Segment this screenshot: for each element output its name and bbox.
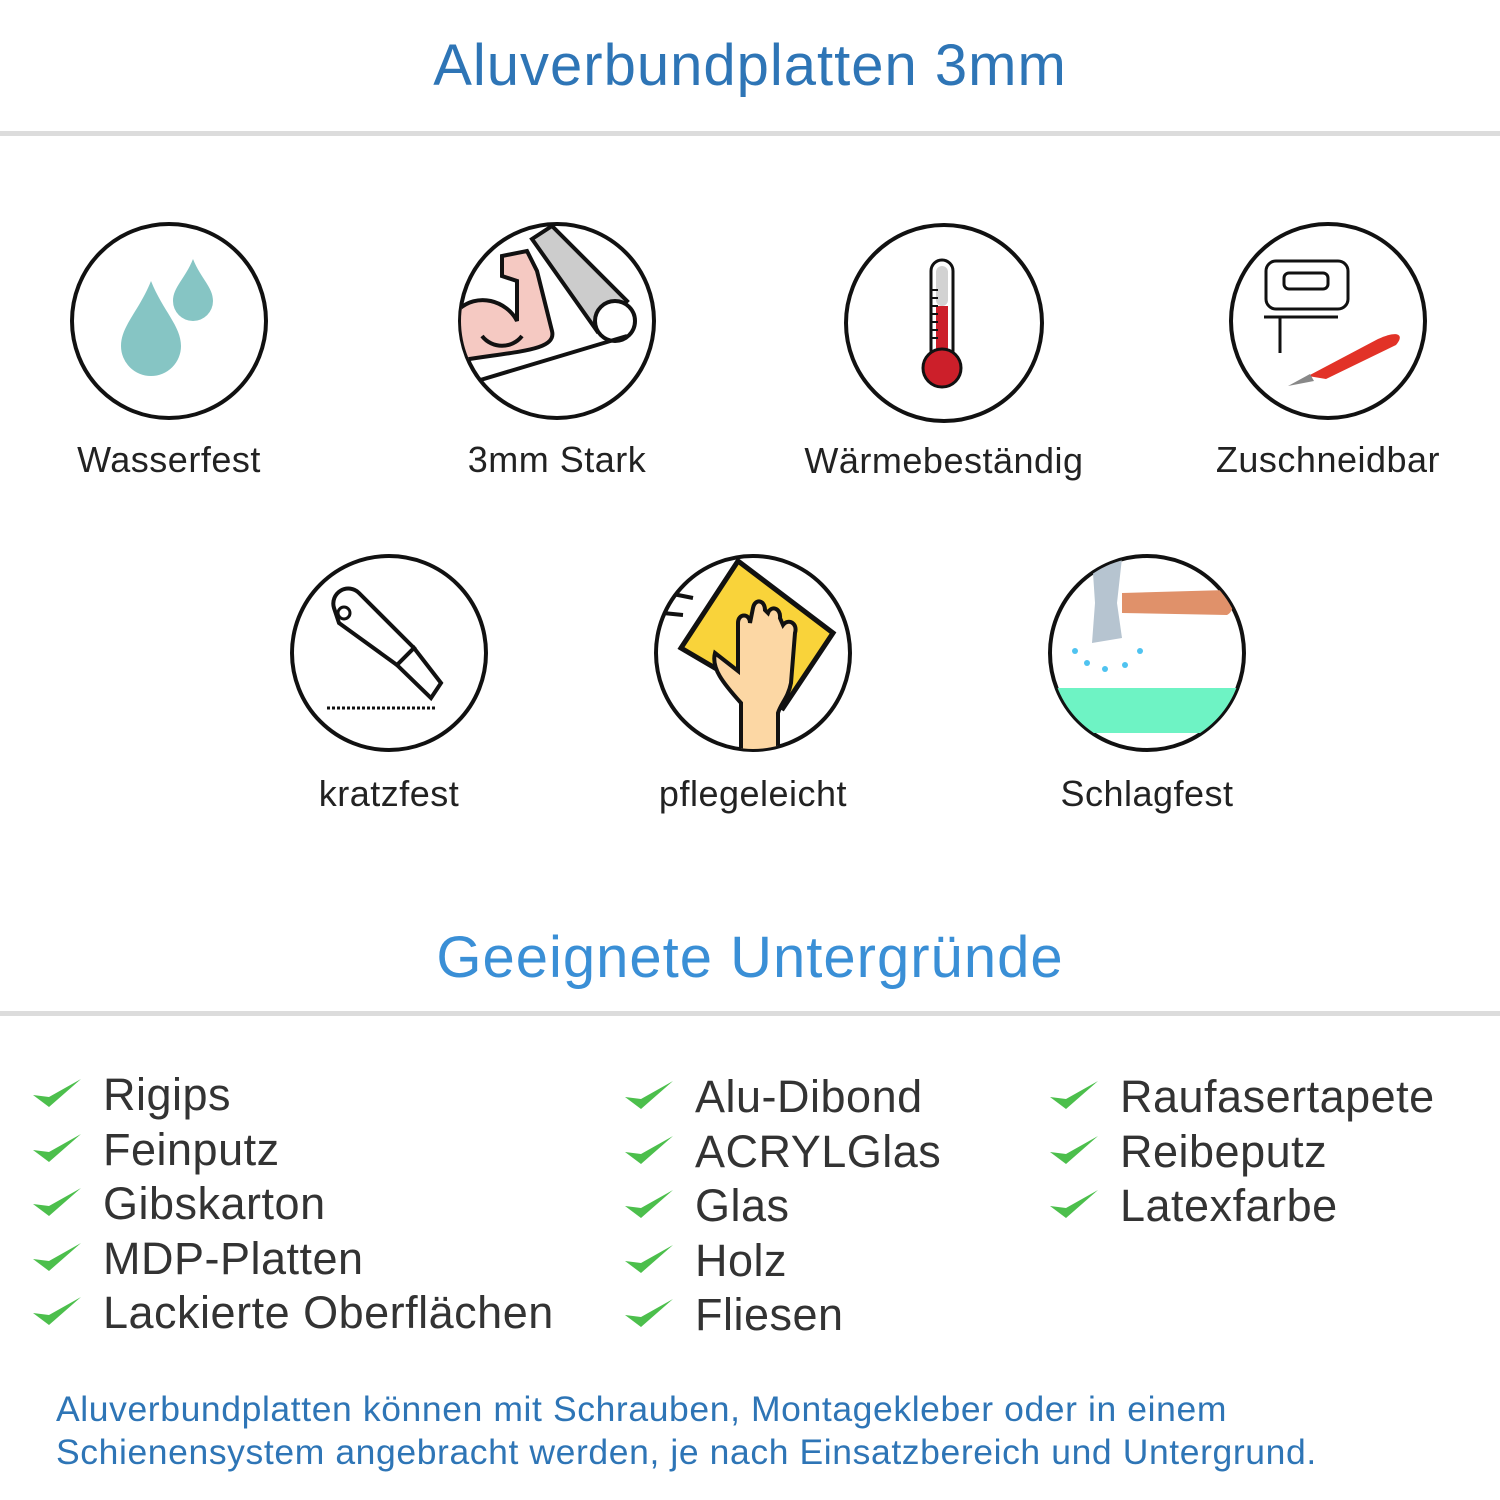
cutter-knife-icon [290,554,488,752]
page-title: Aluverbundplatten 3mm [433,33,1067,98]
footer-note: Aluverbundplatten können mit Schrauben, … [56,1388,1317,1474]
check-icon [1050,1081,1098,1110]
check-icon [33,1079,81,1108]
check-icon [625,1081,673,1110]
feature-wasserfest: Wasserfest [19,221,319,481]
list-item: Reibeputz [1050,1125,1435,1180]
list-item: Raufasertapete [1050,1070,1435,1125]
feature-pflegeleicht: pflegeleicht [603,553,903,815]
check-icon [625,1135,673,1164]
check-icon [625,1244,673,1273]
list-item: Gibskarton [33,1177,554,1232]
feature-waermebestaendig: Wärmebeständig [794,222,1094,482]
check-icon [1050,1135,1098,1164]
list-item: Holz [625,1234,941,1289]
feature-3mm-stark: 3mm Stark [407,221,707,481]
list-item: Rigips [33,1068,554,1123]
feature-zuschneidbar: Zuschneidbar [1178,221,1478,481]
list-item: MDP-Platten [33,1232,554,1287]
water-drops-icon [70,222,268,420]
feature-label: Schlagfest [1060,773,1234,814]
divider [0,1011,1500,1016]
list-item: Lackierte Oberflächen [33,1286,554,1341]
surfaces-column-3: Raufasertapete Reibeputz Latexfarbe [1050,1070,1435,1234]
list-item: Alu-Dibond [625,1070,941,1125]
divider [0,131,1500,136]
check-icon [33,1242,81,1271]
feature-label: kratzfest [318,773,460,814]
thermometer-icon [844,223,1044,423]
check-icon [33,1133,81,1162]
footer-line-1: Aluverbundplatten können mit Schrauben, … [56,1389,1227,1429]
feature-label: Wasserfest [77,439,261,480]
feature-schlagfest: Schlagfest [997,553,1297,815]
check-icon [33,1297,81,1326]
footer-line-2: Schienensystem angebracht werden, je nac… [56,1432,1317,1472]
check-icon [625,1190,673,1219]
feature-kratzfest: kratzfest [239,553,539,815]
check-icon [1050,1190,1098,1219]
feature-label: Zuschneidbar [1215,439,1441,480]
strong-arm-icon [458,222,656,420]
feature-label: Wärmebeständig [804,440,1084,481]
hammer-icon [1048,554,1246,752]
cleaning-cloth-icon [654,554,852,752]
list-item: Fliesen [625,1288,941,1343]
jigsaw-icon [1229,222,1427,420]
check-icon [625,1299,673,1328]
list-item: ACRYLGlas [625,1125,941,1180]
check-icon [33,1188,81,1217]
surfaces-column-1: Rigips Feinputz Gibskarton MDP-Platten L… [33,1068,554,1341]
list-item: Latexfarbe [1050,1179,1435,1234]
list-item: Feinputz [33,1123,554,1178]
surfaces-column-2: Alu-Dibond ACRYLGlas Glas Holz Fliesen [625,1070,941,1343]
surfaces-title: Geeignete Untergründe [436,925,1064,990]
list-item: Glas [625,1179,941,1234]
feature-label: pflegeleicht [658,773,848,814]
feature-label: 3mm Stark [467,439,647,480]
